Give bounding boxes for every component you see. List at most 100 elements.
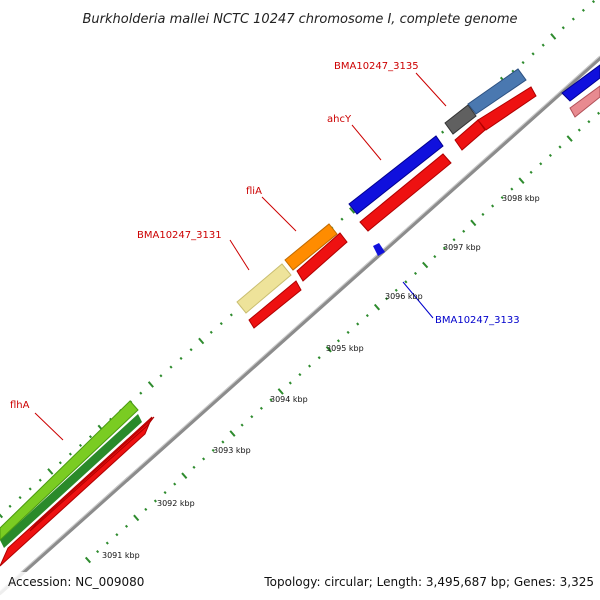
minor-tick — [179, 356, 183, 360]
minor-tick — [153, 499, 157, 503]
major-tick — [47, 468, 54, 475]
minor-tick — [58, 461, 62, 465]
minor-tick — [577, 128, 581, 132]
minor-tick — [433, 255, 437, 259]
gene-ahcY-blue[interactable] — [348, 135, 444, 215]
kbp-label: 3091 kbp — [102, 551, 140, 560]
minor-tick — [288, 381, 292, 385]
minor-tick — [78, 443, 83, 447]
gene-label-fliA[interactable]: fliA — [246, 186, 262, 197]
minor-tick — [365, 314, 369, 318]
major-tick — [325, 345, 332, 353]
gene-BMA10247_3133-blue[interactable] — [373, 243, 385, 256]
gene-steel-blue[interactable] — [467, 68, 527, 115]
minor-tick — [336, 339, 340, 343]
cds-arrow[interactable] — [454, 119, 486, 151]
kbp-label: 3093 kbp — [213, 446, 251, 455]
minor-tick — [8, 504, 12, 508]
minor-tick — [163, 491, 167, 495]
minor-tick — [346, 330, 350, 334]
minor-tick — [510, 187, 514, 191]
gene-flhA-green[interactable] — [0, 414, 142, 548]
kbp-label: 3092 kbp — [157, 499, 195, 508]
minor-tick — [28, 487, 32, 491]
minor-tick — [68, 452, 72, 456]
minor-tick — [96, 550, 100, 554]
minor-tick — [561, 26, 565, 30]
minor-tick — [124, 524, 129, 528]
gene-blue-edge[interactable] — [561, 64, 600, 102]
kbp-label: 3094 kbp — [270, 395, 308, 404]
minor-tick — [571, 17, 575, 21]
minor-tick — [317, 356, 321, 360]
minor-tick — [38, 478, 42, 482]
minor-tick — [356, 322, 360, 326]
cds-track — [0, 86, 537, 567]
minor-tick — [587, 120, 591, 124]
minor-tick — [529, 170, 533, 174]
minor-tick — [192, 465, 196, 469]
minor-tick — [597, 111, 600, 115]
minor-tick — [250, 415, 254, 419]
minor-tick — [105, 541, 109, 545]
gene-BMA10247_3135-grey[interactable] — [444, 104, 477, 135]
cds-arrow[interactable] — [248, 280, 302, 329]
minor-tick — [541, 43, 545, 47]
minor-tick — [548, 153, 552, 157]
minor-tick — [18, 496, 22, 500]
minor-tick — [189, 348, 193, 352]
kbp-label: 3098 kbp — [502, 194, 540, 203]
minor-tick — [539, 162, 543, 166]
minor-tick — [481, 212, 485, 216]
major-tick — [277, 388, 284, 395]
minor-tick — [139, 391, 143, 395]
gene-pink-edge[interactable] — [569, 85, 600, 118]
major-tick — [147, 381, 154, 388]
gene-label-BMA10247_3131[interactable]: BMA10247_3131 — [137, 230, 222, 241]
minor-tick — [308, 364, 312, 368]
minor-tick — [340, 217, 344, 221]
footer-background — [0, 572, 600, 600]
accession-text: Accession: NC_009080 — [8, 575, 144, 589]
major-tick — [349, 207, 356, 214]
minor-tick — [531, 52, 535, 56]
kbp-label: 3095 kbp — [326, 344, 364, 353]
minor-tick — [385, 297, 389, 301]
minor-tick — [115, 533, 119, 537]
cds-arrow[interactable] — [296, 232, 348, 282]
major-tick — [133, 514, 140, 522]
major-tick — [422, 261, 429, 269]
minor-tick — [491, 204, 495, 208]
major-tick — [0, 513, 4, 519]
gene-flhA-lime[interactable] — [0, 400, 139, 541]
cds-arrow[interactable] — [477, 86, 537, 131]
minor-tick — [219, 322, 223, 326]
minor-tick — [404, 280, 408, 284]
topology-summary: Topology: circular; Length: 3,495,687 bp… — [263, 575, 594, 589]
gene-BMA10247_3131-khaki[interactable] — [236, 263, 292, 314]
minor-tick — [202, 457, 206, 461]
minor-tick — [298, 373, 302, 377]
minor-tick — [159, 374, 163, 378]
major-tick — [470, 219, 477, 227]
cds-arrow[interactable] — [29, 416, 155, 532]
major-tick — [518, 177, 525, 184]
gene-fliA-orange[interactable] — [284, 223, 338, 271]
minor-tick — [558, 145, 562, 149]
gene-labels: flhA BMA10247_3131 fliA ahcY BMA10247_31… — [10, 61, 520, 411]
minor-tick — [259, 406, 263, 410]
minor-tick — [591, 0, 596, 4]
gene-label-ahcY[interactable]: ahcY — [327, 114, 352, 125]
gene-label-BMA10247_3133[interactable]: BMA10247_3133 — [435, 315, 520, 326]
minor-tick — [452, 238, 456, 242]
minor-tick — [88, 435, 93, 439]
minor-tick — [441, 130, 445, 134]
minor-tick — [581, 8, 585, 12]
major-tick — [84, 556, 92, 564]
cds-arrow[interactable] — [359, 153, 452, 232]
minor-tick — [462, 229, 466, 233]
gene-label-BMA10247_3135[interactable]: BMA10247_3135 — [334, 61, 419, 72]
gene-label-flhA[interactable]: flhA — [10, 400, 30, 411]
minor-tick — [173, 482, 177, 486]
